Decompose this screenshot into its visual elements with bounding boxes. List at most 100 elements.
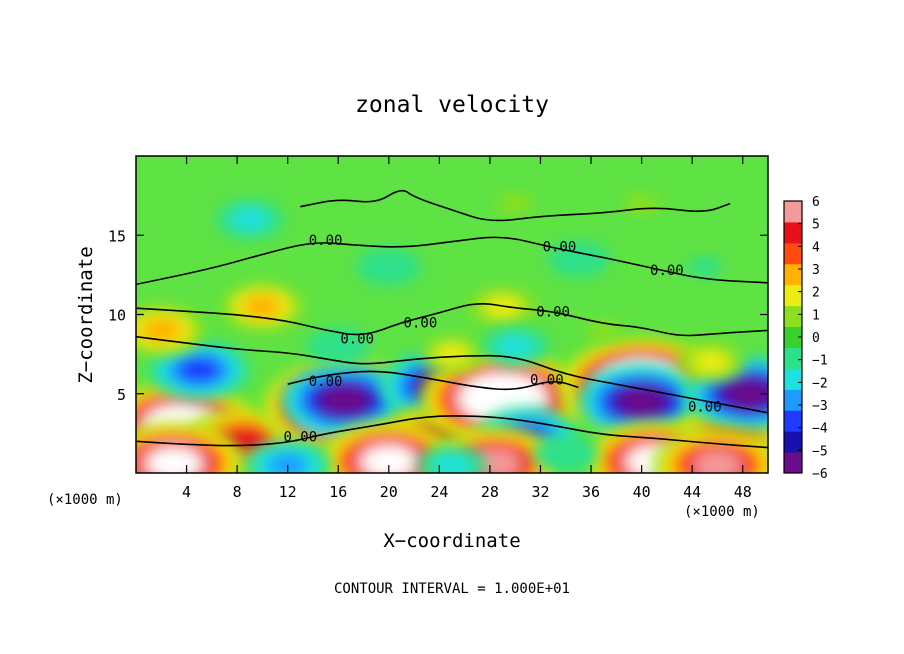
x-tick-label: 40 [633, 483, 651, 501]
y-tick-label: 5 [117, 386, 126, 404]
colorbar-swatch [784, 410, 802, 432]
heatmap-feature [587, 320, 621, 341]
heatmap-ring [320, 335, 357, 357]
colorbar: 6 5 4 3 2 1 0 −1 −2 −3 −4 −5 −6 [783, 195, 828, 482]
contour-label: 0.00 [309, 374, 343, 390]
zero-contour-line [136, 236, 768, 286]
x-tick-label: 4 [182, 483, 191, 501]
contour-label: 0.00 [688, 399, 722, 415]
heatmap-feature [687, 256, 723, 278]
heatmap-ring [547, 443, 584, 465]
heatmap-ring [433, 343, 471, 365]
heatmap-feature [215, 199, 284, 240]
colorbar-label: 0 [812, 331, 820, 346]
heatmap-ring [242, 295, 282, 319]
x-axis-label: X−coordinate [383, 530, 520, 552]
colorbar-label: 5 [812, 218, 820, 233]
contour-labels: 0.00 0.00 0.00 0.00 0.00 0.00 0.00 0.00 0.00 0.00 [283, 233, 721, 446]
contour-label: 0.00 [340, 331, 374, 347]
colorbar-label: 1 [812, 308, 820, 323]
x-tick-label: 36 [582, 483, 600, 501]
heatmap-ring [692, 450, 743, 473]
heatmap-feature [148, 340, 251, 400]
heatmap-ring [433, 454, 471, 473]
zero-contour-line [136, 303, 768, 337]
x-axis-unit-left: (×1000 m) [47, 492, 123, 508]
colorbar-label: −4 [812, 422, 828, 437]
x-tick-label: 8 [233, 483, 242, 501]
colorbar-swatch [784, 284, 802, 307]
colorbar-label: 4 [812, 240, 820, 255]
colorbar-label: 2 [812, 286, 820, 301]
x-tick-label: 20 [380, 483, 398, 501]
colorbar-swatch [784, 263, 802, 286]
contour-label: 0.00 [650, 263, 684, 279]
heatmap-feature [419, 335, 485, 374]
x-tick-label: 32 [531, 483, 549, 501]
colorbar-label: −2 [812, 376, 828, 391]
chart-title: zonal velocity [355, 92, 549, 118]
zero-contour-line [136, 335, 768, 414]
heatmap-ring [230, 208, 269, 231]
heatmap-ring [496, 335, 535, 358]
heatmap-feature [305, 327, 371, 366]
colorbar-swatch [784, 389, 802, 411]
heatmap-ring [616, 387, 667, 417]
contour-label: 0.00 [530, 372, 564, 388]
x-tick-label: 24 [430, 483, 448, 501]
y-tick-label: 15 [108, 227, 126, 245]
heatmap-feature [136, 304, 205, 356]
heatmap-ring [687, 256, 723, 278]
heatmap-feature [244, 439, 332, 473]
heatmap-ring [267, 453, 308, 473]
contour-interval-note: CONTOUR INTERVAL = 1.000E+01 [334, 581, 570, 597]
colorbar-swatch [784, 305, 802, 328]
colorbar-label: −1 [812, 354, 828, 369]
contour-label: 0.00 [404, 315, 438, 331]
heatmap-ring [177, 357, 221, 383]
x-axis-ticks: 4 8 12 16 20 24 28 32 36 40 44 48 [182, 156, 752, 501]
colorbar-swatch [784, 242, 802, 265]
heatmap-ring [147, 448, 201, 473]
heatmap-ring [587, 320, 621, 341]
x-tick-label: 28 [481, 483, 499, 501]
zero-contour-line [300, 189, 731, 222]
y-axis-ticks: 5 10 15 [108, 227, 768, 404]
heatmap-feature [533, 435, 599, 473]
contour-label: 0.00 [543, 239, 577, 255]
zero-contours [136, 189, 768, 449]
heatmap-ring [724, 379, 768, 409]
heatmap-feature [652, 427, 768, 473]
heatmap-ring [497, 193, 533, 214]
heatmap-ring [319, 385, 370, 415]
x-tick-label: 12 [279, 483, 297, 501]
heatmap-ring [473, 381, 532, 416]
heatmap-ring [362, 446, 415, 473]
colorbar-label: 6 [812, 195, 820, 210]
x-axis-unit-right: (×1000 m) [684, 504, 760, 520]
colorbar-swatch [784, 201, 802, 223]
plot-area: 0.00 0.00 0.00 0.00 0.00 0.00 0.00 0.00 0.00 0.00 [135, 155, 769, 474]
y-tick-label: 10 [108, 307, 126, 325]
x-tick-label: 48 [734, 483, 752, 501]
colorbar-swatch [784, 452, 802, 474]
heatmap-feature [417, 445, 487, 473]
colorbar-swatch [784, 431, 802, 453]
zero-contour-line [287, 370, 579, 391]
heatmap-feature [481, 326, 550, 367]
heatmap-feature [677, 342, 746, 383]
zero-contour-line [136, 415, 768, 449]
heatmap-feature [356, 248, 422, 286]
heatmap-feature [280, 362, 410, 438]
heatmap-ring [370, 256, 407, 278]
heatmap-feature [497, 193, 533, 214]
contour-label: 0.00 [536, 304, 570, 320]
heatmap-feature [221, 282, 304, 331]
contour-label: 0.00 [309, 233, 343, 249]
heatmap-ring [692, 351, 730, 374]
colorbar-label: 3 [812, 263, 820, 278]
colorbar-label: −5 [812, 444, 828, 459]
colorbar-swatch [784, 221, 802, 244]
colorbar-swatch [784, 368, 802, 390]
